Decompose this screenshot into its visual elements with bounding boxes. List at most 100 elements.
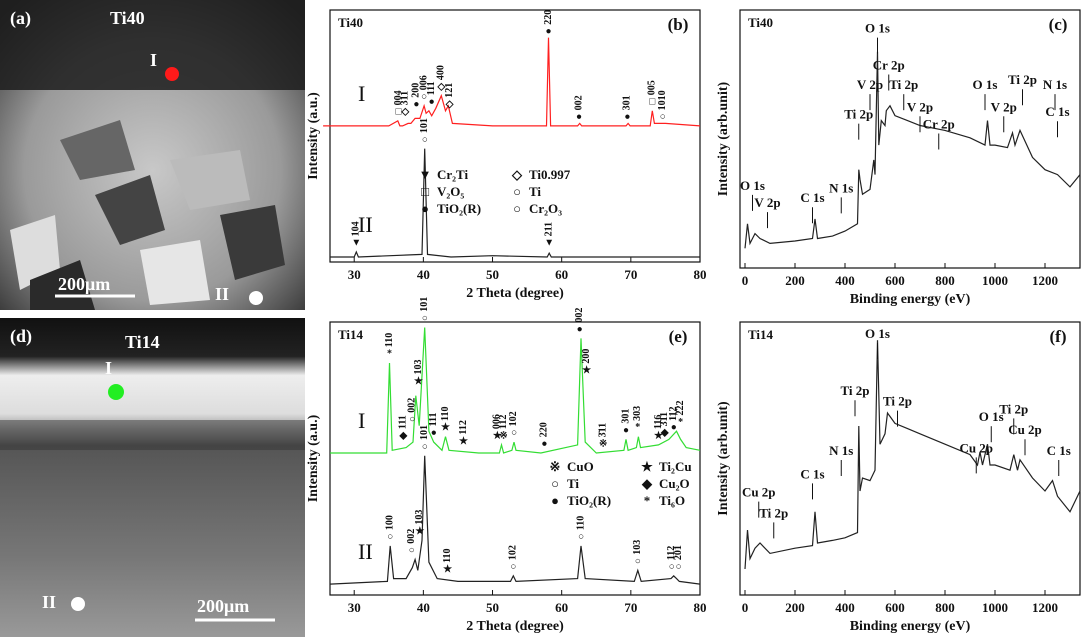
peak-label: 112 bbox=[498, 415, 509, 429]
legend-marker: ○ bbox=[551, 476, 559, 491]
legend-label: Cr₂O₃ bbox=[529, 201, 562, 216]
point-label: I bbox=[105, 358, 112, 378]
y-axis-label: Intensity (a.u.) bbox=[306, 92, 321, 180]
x-tick-label: 60 bbox=[555, 600, 568, 615]
legend-marker: ★ bbox=[641, 459, 653, 474]
scale-label: 200μm bbox=[197, 596, 249, 616]
spectrum-line bbox=[323, 38, 700, 126]
peak-marker: ◇ bbox=[401, 107, 410, 118]
x-tick-label: 30 bbox=[348, 267, 361, 282]
plot-frame bbox=[740, 10, 1080, 268]
peak-marker: ● bbox=[431, 428, 437, 439]
peak-label: V 2p bbox=[754, 195, 780, 210]
legend-label: Cr₂Ti bbox=[437, 167, 468, 182]
micrograph-a bbox=[0, 0, 305, 310]
legend-label: V₂O₅ bbox=[437, 184, 464, 199]
series-label: I bbox=[358, 81, 365, 106]
peak-label: 311 bbox=[400, 91, 411, 105]
legend-marker: ◆ bbox=[641, 476, 653, 491]
micrograph-d bbox=[0, 318, 305, 637]
peak-label: V 2p bbox=[907, 99, 933, 114]
x-tick-label: 1200 bbox=[1032, 600, 1058, 615]
peak-label: Ti 2p bbox=[759, 505, 788, 520]
plot-frame bbox=[330, 10, 700, 262]
peak-marker: ● bbox=[576, 112, 582, 123]
peak-label: 103 bbox=[632, 540, 643, 555]
peak-marker: ★ bbox=[443, 564, 452, 575]
peak-label: 400 bbox=[436, 65, 447, 80]
series-label: II bbox=[358, 539, 373, 564]
peak-label: 111 bbox=[398, 415, 409, 429]
peak-label: Ti 2p bbox=[844, 107, 873, 122]
peak-label: 002 bbox=[573, 95, 584, 110]
peak-label: Cu 2p bbox=[1008, 422, 1042, 437]
x-tick-label: 80 bbox=[694, 267, 707, 282]
series-label: I bbox=[358, 408, 365, 433]
peak-marker: * bbox=[387, 349, 392, 360]
legend-label: TiO₂(R) bbox=[567, 493, 611, 508]
sample-label: Ti14 bbox=[125, 332, 160, 352]
x-tick-label: 600 bbox=[885, 273, 905, 288]
peak-label: N 1s bbox=[829, 443, 853, 458]
peak-label: Ti 2p bbox=[999, 401, 1028, 416]
peak-label: 110 bbox=[442, 548, 453, 562]
plot-frame bbox=[740, 322, 1080, 595]
legend-marker: ● bbox=[551, 493, 559, 508]
peak-label: 100 bbox=[384, 515, 395, 530]
x-axis-label: Binding energy (eV) bbox=[850, 292, 971, 307]
x-axis-label: 2 Theta (degree) bbox=[466, 619, 564, 634]
legend-marker: ◇ bbox=[511, 167, 523, 182]
peak-label: 211 bbox=[544, 222, 555, 236]
sample-label: Ti40 bbox=[748, 15, 773, 30]
peak-marker: ○ bbox=[635, 556, 641, 567]
peak-label: 121 bbox=[444, 83, 455, 98]
x-tick-label: 40 bbox=[417, 600, 430, 615]
peak-label: 101 bbox=[419, 297, 430, 312]
peak-marker: ○ bbox=[409, 414, 415, 425]
x-tick-label: 60 bbox=[555, 267, 568, 282]
peak-label: Cr 2p bbox=[873, 57, 905, 72]
x-tick-label: 600 bbox=[885, 600, 905, 615]
peak-label: 103 bbox=[413, 360, 424, 375]
x-tick-label: 50 bbox=[486, 267, 499, 282]
legend-label: CuO bbox=[567, 459, 594, 474]
peak-marker: ○ bbox=[387, 531, 393, 542]
peak-label: 110 bbox=[384, 333, 395, 347]
peak-label: 220 bbox=[539, 422, 550, 437]
legend-label: Ti0.997 bbox=[529, 167, 571, 182]
peak-marker: ● bbox=[413, 99, 419, 110]
peak-label: 002 bbox=[574, 308, 585, 323]
legend-marker: □ bbox=[421, 184, 429, 199]
peak-marker: ★ bbox=[414, 376, 423, 387]
peak-marker: ◆ bbox=[660, 428, 669, 439]
x-tick-label: 1000 bbox=[982, 600, 1008, 615]
peak-label: 111 bbox=[426, 81, 437, 95]
x-axis-label: Binding energy (eV) bbox=[850, 619, 971, 634]
peak-marker: ○ bbox=[409, 545, 415, 556]
peak-marker: ○ bbox=[422, 313, 428, 324]
peak-label: 301 bbox=[622, 95, 633, 110]
peak-marker: ★ bbox=[441, 422, 450, 433]
peak-label: V 2p bbox=[991, 99, 1017, 114]
peak-label: 002 bbox=[407, 398, 418, 413]
peak-marker: ○ bbox=[669, 561, 675, 572]
peak-marker: ▼ bbox=[544, 238, 554, 249]
legend-label: Ti bbox=[567, 476, 579, 491]
peak-label: 2̄22 bbox=[675, 400, 686, 415]
peak-label: 301 bbox=[620, 409, 631, 424]
peak-label: C 1s bbox=[1045, 104, 1069, 119]
x-tick-label: 400 bbox=[835, 273, 855, 288]
x-tick-label: 200 bbox=[785, 273, 805, 288]
x-tick-label: 1200 bbox=[1032, 273, 1058, 288]
peak-label: 104 bbox=[351, 221, 362, 236]
peak-label: 1010 bbox=[657, 90, 668, 110]
peak-label: N 1s bbox=[1043, 77, 1067, 92]
legend-marker: * bbox=[644, 493, 651, 508]
x-tick-label: 30 bbox=[348, 600, 361, 615]
peak-marker: ○ bbox=[676, 561, 682, 572]
x-tick-label: 50 bbox=[486, 600, 499, 615]
peak-marker: * bbox=[678, 417, 683, 428]
peak-label: 303 bbox=[632, 406, 643, 421]
x-tick-label: 800 bbox=[935, 273, 955, 288]
